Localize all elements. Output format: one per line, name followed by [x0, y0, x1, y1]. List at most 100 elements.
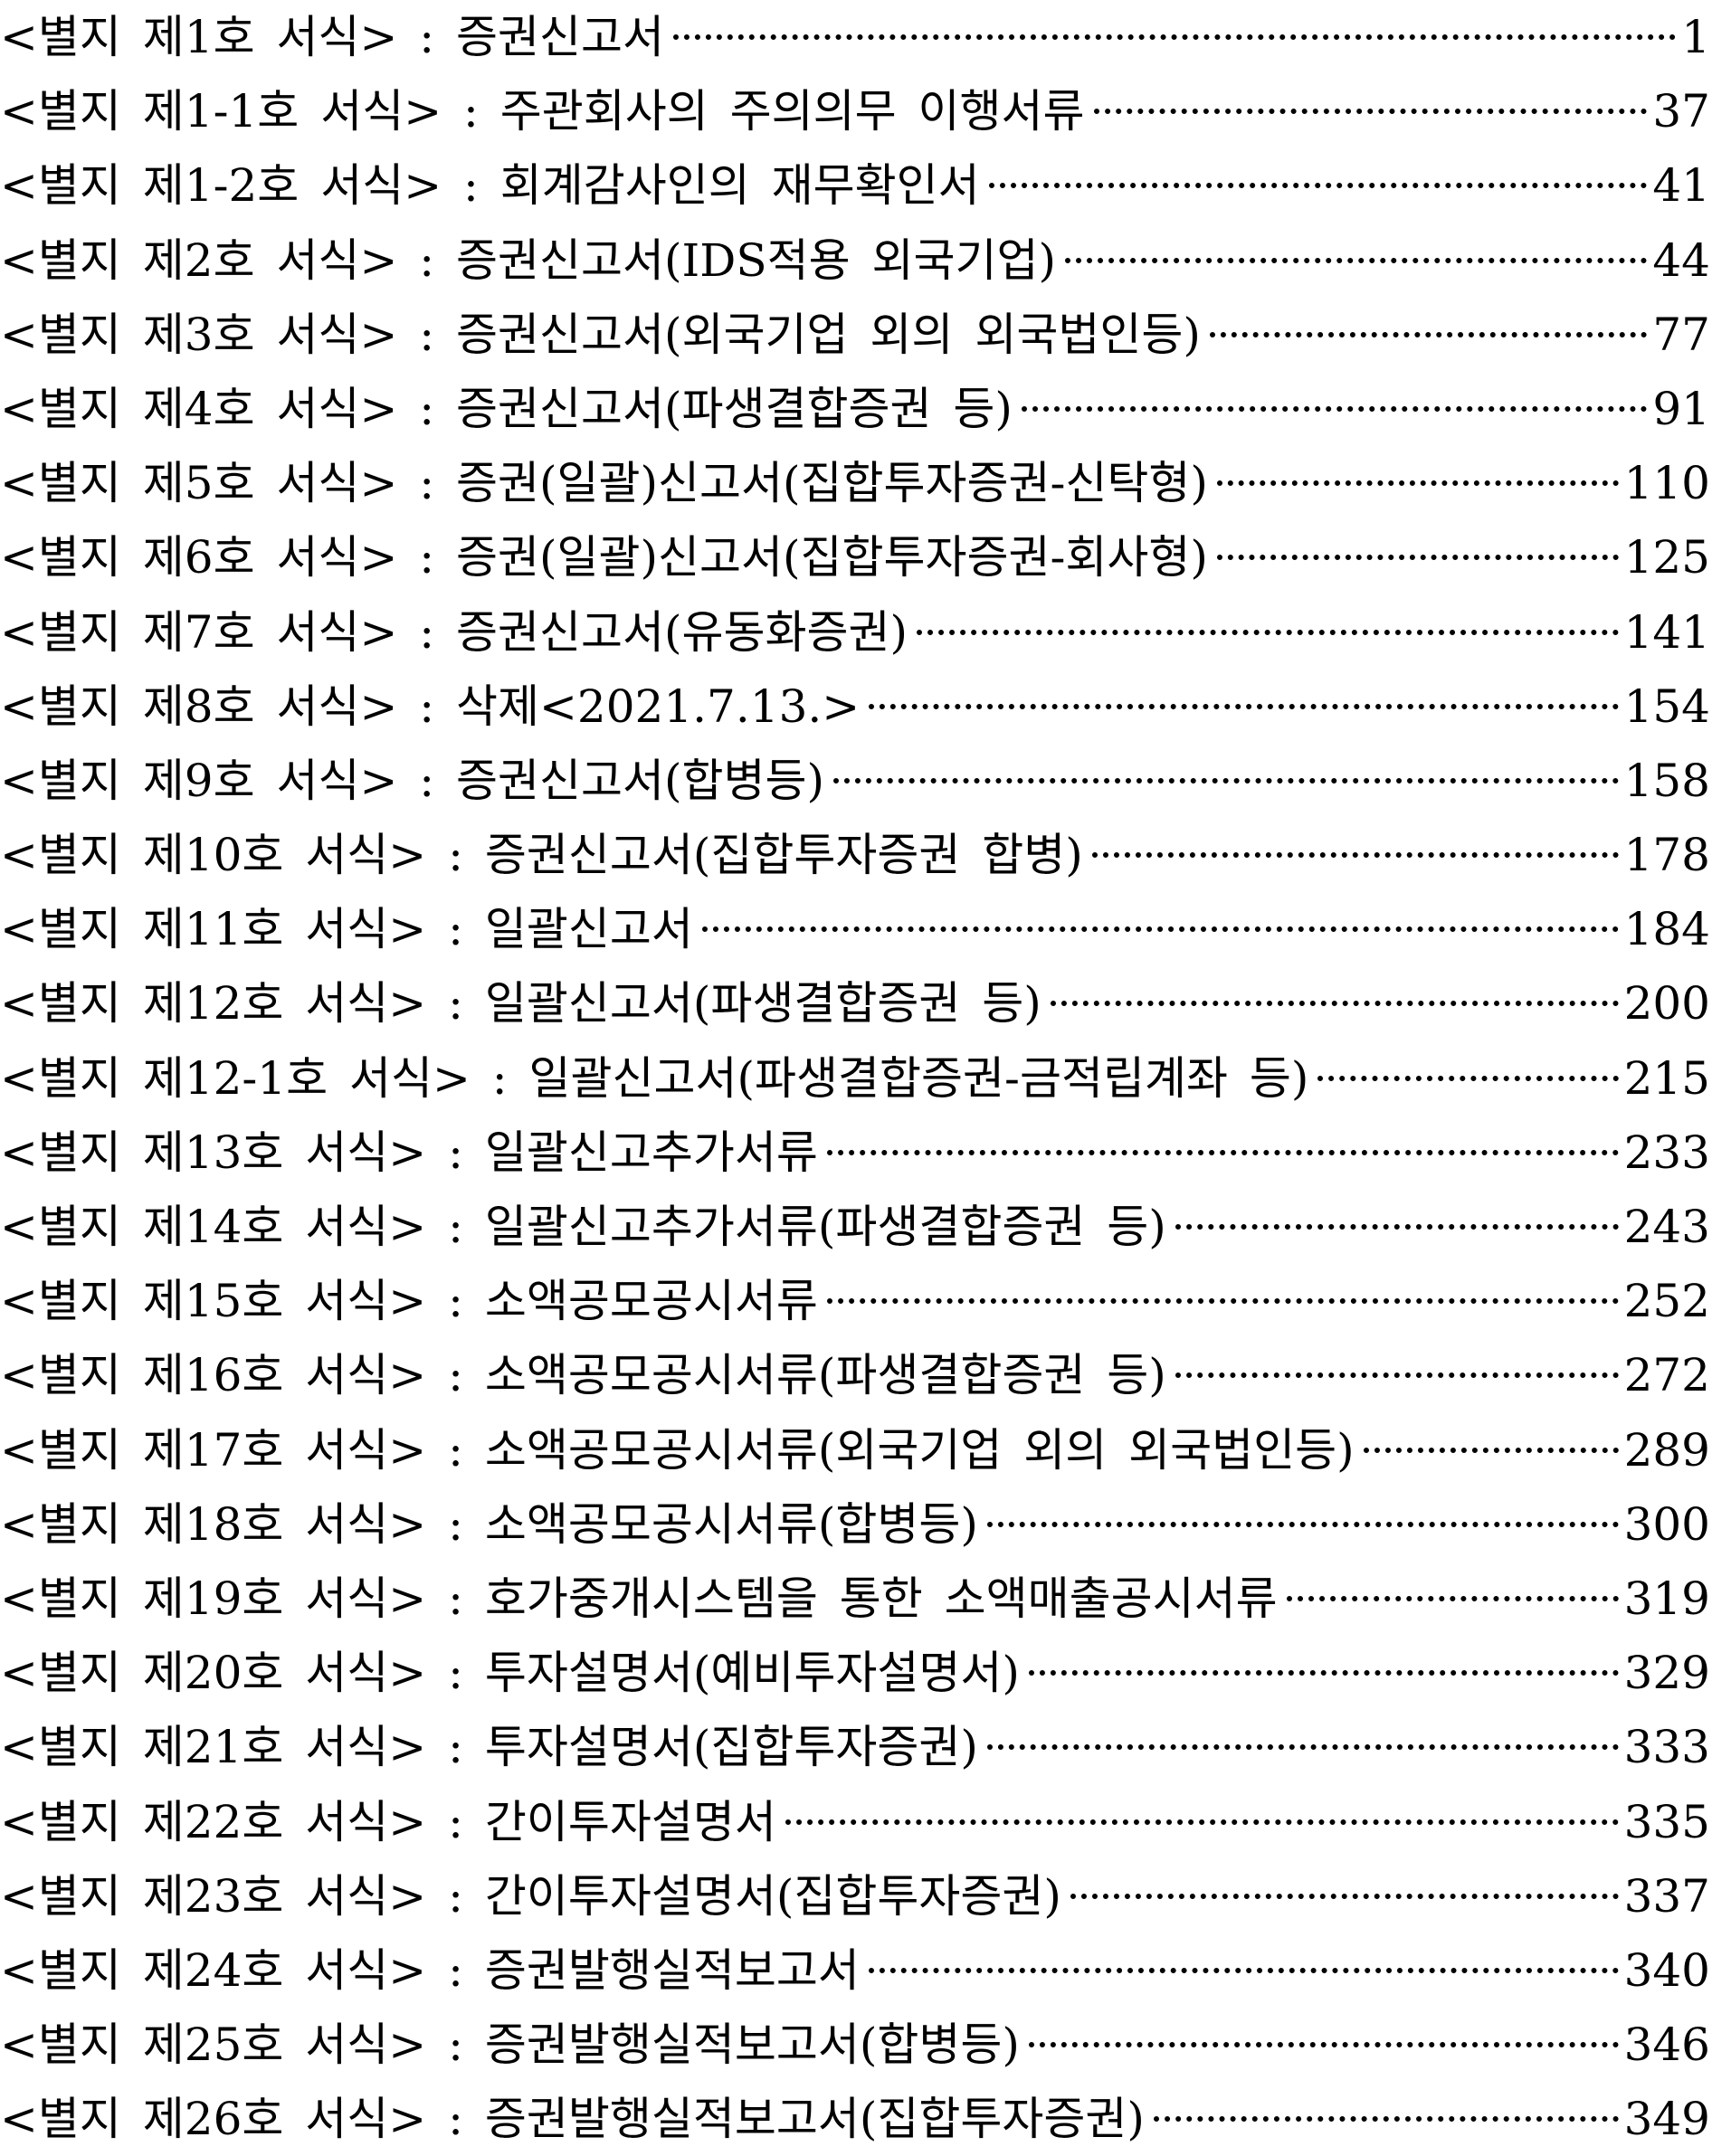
dot-leader — [1028, 1670, 1619, 1676]
toc-entry-26[interactable]: <별지 제26호 서식> : 증권발행실적보고서(집합투자증권) 349 — [0, 2082, 1710, 2156]
toc-entry-24[interactable]: <별지 제24호 서식> : 증권발행실적보고서 340 — [0, 1933, 1710, 2008]
toc-entry-6[interactable]: <별지 제6호 서식> : 증권(일괄)신고서(집합투자증권-회사형) 125 — [0, 520, 1710, 594]
toc-entry-title: <별지 제12-1호 서식> : 일괄신고서(파생결합증권-금적립계좌 등) — [0, 1051, 1309, 1105]
toc-entry-title: <별지 제19호 서식> : 호가중개시스템을 통한 소액매출공시서류 — [0, 1572, 1278, 1625]
dot-leader — [1175, 1372, 1619, 1379]
dot-leader — [1093, 109, 1648, 115]
dot-leader — [1070, 1893, 1619, 1899]
toc-entry-10[interactable]: <별지 제10호 서식> : 증권신고서(집합투자증권 합병) 178 — [0, 818, 1710, 892]
toc-entry-page: 333 — [1623, 1721, 1710, 1774]
dot-leader — [833, 777, 1619, 784]
toc-entry-13[interactable]: <별지 제13호 서식> : 일괄신고추가서류 233 — [0, 1116, 1710, 1190]
toc-entry-page: 125 — [1623, 531, 1710, 584]
toc-entry-page: 1 — [1681, 11, 1710, 63]
dot-leader — [1021, 405, 1648, 412]
toc-entry-25[interactable]: <별지 제25호 서식> : 증권발행실적보고서(합병등) 346 — [0, 2008, 1710, 2082]
toc-entry-page: 44 — [1652, 233, 1710, 287]
toc-entry-page: 184 — [1623, 903, 1710, 956]
toc-entry-title: <별지 제2호 서식> : 증권신고서(IDS적용 외국기업) — [0, 233, 1057, 287]
toc-entry-9[interactable]: <별지 제9호 서식> : 증권신고서(합병등) 158 — [0, 744, 1710, 818]
dot-leader — [1363, 1447, 1619, 1453]
toc-entry-title: <별지 제10호 서식> : 증권신고서(집합투자증권 합병) — [0, 829, 1083, 882]
toc-entry-15[interactable]: <별지 제15호 서식> : 소액공모공시서류 252 — [0, 1264, 1710, 1338]
dot-leader — [1216, 555, 1619, 561]
dot-leader — [1065, 257, 1648, 263]
toc-entry-title: <별지 제11호 서식> : 일괄신고서 — [0, 903, 693, 956]
toc-entry-5[interactable]: <별지 제5호 서식> : 증권(일괄)신고서(집합투자증권-신탁형) 110 — [0, 446, 1710, 520]
toc-entry-1-1[interactable]: <별지 제1-1호 서식> : 주관회사의 주의의무 이행서류 37 — [0, 74, 1710, 148]
toc-entry-title: <별지 제16호 서식> : 소액공모공시서류(파생결합증권 등) — [0, 1349, 1166, 1402]
dot-leader — [701, 926, 1619, 933]
toc-entry-16[interactable]: <별지 제16호 서식> : 소액공모공시서류(파생결합증권 등) 272 — [0, 1338, 1710, 1412]
toc-entry-title: <별지 제13호 서식> : 일괄신고추가서류 — [0, 1125, 818, 1179]
toc-entry-7[interactable]: <별지 제7호 서식> : 증권신고서(유동화증권) 141 — [0, 595, 1710, 670]
toc-entry-17[interactable]: <별지 제17호 서식> : 소액공모공시서류(외국기업 외의 외국법인등) 28… — [0, 1413, 1710, 1487]
toc-entry-12[interactable]: <별지 제12호 서식> : 일괄신고서(파생결합증권 등) 200 — [0, 966, 1710, 1040]
dot-leader — [1153, 2116, 1619, 2123]
dot-leader — [988, 183, 1648, 189]
toc-entry-title: <별지 제18호 서식> : 소액공모공시서류(합병등) — [0, 1497, 978, 1551]
toc-entry-title: <별지 제21호 서식> : 투자설명서(집합투자증권) — [0, 1721, 978, 1774]
toc-entry-title: <별지 제4호 서식> : 증권신고서(파생결합증권 등) — [0, 382, 1013, 435]
toc-entry-page: 200 — [1623, 977, 1710, 1031]
toc-entry-title: <별지 제8호 서식> : 삭제<2021.7.13.> — [0, 679, 861, 733]
toc-entry-page: 243 — [1623, 1201, 1710, 1253]
toc-entry-title: <별지 제20호 서식> : 투자설명서(예비투자설명서) — [0, 1647, 1020, 1700]
toc-entry-12-1[interactable]: <별지 제12-1호 서식> : 일괄신고서(파생결합증권-금적립계좌 등) 21… — [0, 1041, 1710, 1116]
toc-entry-title: <별지 제1-1호 서식> : 주관회사의 주의의무 이행서류 — [0, 85, 1085, 138]
toc-entry-title: <별지 제9호 서식> : 증권신고서(합병등) — [0, 754, 825, 807]
dot-leader — [1028, 2042, 1619, 2048]
toc-entry-4[interactable]: <별지 제4호 서식> : 증권신고서(파생결합증권 등) 91 — [0, 372, 1710, 446]
toc-entry-page: 319 — [1623, 1572, 1710, 1625]
toc-entry-title: <별지 제23호 서식> : 간이투자설명서(집합투자증권) — [0, 1869, 1061, 1923]
dot-leader — [785, 1819, 1619, 1825]
toc-entry-title: <별지 제6호 서식> : 증권(일괄)신고서(집합투자증권-회사형) — [0, 531, 1208, 584]
toc-entry-page: 215 — [1623, 1051, 1710, 1105]
toc-entry-1-2[interactable]: <별지 제1-2호 서식> : 회계감사인의 재무확인서 41 — [0, 148, 1710, 223]
toc-entry-page: 154 — [1623, 679, 1710, 733]
toc-entry-page: 272 — [1623, 1349, 1710, 1402]
toc-entry-page: 158 — [1623, 754, 1710, 807]
dot-leader — [917, 629, 1619, 635]
toc-entry-title: <별지 제25호 서식> : 증권발행실적보고서(합병등) — [0, 2018, 1020, 2072]
toc-entry-8[interactable]: <별지 제8호 서식> : 삭제<2021.7.13.> 154 — [0, 670, 1710, 744]
toc-entry-title: <별지 제22호 서식> : 간이투자설명서 — [0, 1795, 776, 1848]
toc-entry-title: <별지 제26호 서식> : 증권발행실적보고서(집합투자증권) — [0, 2093, 1145, 2146]
toc-entry-title: <별지 제3호 서식> : 증권신고서(외국기업 외의 외국법인등) — [0, 308, 1201, 361]
toc-entry-title: <별지 제15호 서식> : 소액공모공시서류 — [0, 1275, 818, 1328]
toc-entry-title: <별지 제7호 서식> : 증권신고서(유동화증권) — [0, 605, 908, 659]
toc-entry-18[interactable]: <별지 제18호 서식> : 소액공모공시서류(합병등) 300 — [0, 1487, 1710, 1562]
dot-leader — [869, 703, 1619, 709]
toc-entry-page: 233 — [1623, 1125, 1710, 1179]
toc-entry-page: 252 — [1623, 1275, 1710, 1328]
toc-entry-11[interactable]: <별지 제11호 서식> : 일괄신고서 184 — [0, 892, 1710, 966]
dot-leader — [1216, 480, 1619, 487]
toc-entry-2[interactable]: <별지 제2호 서식> : 증권신고서(IDS적용 외국기업) 44 — [0, 223, 1710, 298]
toc-entry-title: <별지 제5호 서식> : 증권(일괄)신고서(집합투자증권-신탁형) — [0, 457, 1208, 510]
dot-leader — [826, 1298, 1619, 1305]
toc-entry-22[interactable]: <별지 제22호 서식> : 간이투자설명서 335 — [0, 1785, 1710, 1859]
toc-entry-title: <별지 제12호 서식> : 일괄신고서(파생결합증권 등) — [0, 977, 1041, 1031]
dot-leader — [1286, 1595, 1619, 1601]
toc-entry-23[interactable]: <별지 제23호 서식> : 간이투자설명서(집합투자증권) 337 — [0, 1859, 1710, 1933]
dot-leader — [1091, 852, 1619, 859]
toc-entry-page: 37 — [1652, 85, 1710, 138]
toc-entry-page: 178 — [1623, 829, 1710, 882]
toc-entry-page: 289 — [1623, 1423, 1710, 1477]
dot-leader — [826, 1149, 1619, 1155]
toc-entry-title: <별지 제1호 서식> : 증권신고서 — [0, 11, 665, 63]
toc-entry-1[interactable]: <별지 제1호 서식> : 증권신고서 1 — [0, 0, 1710, 74]
toc-entry-page: 77 — [1652, 308, 1710, 361]
toc-entry-title: <별지 제1-2호 서식> : 회계감사인의 재무확인서 — [0, 159, 980, 213]
toc-entry-3[interactable]: <별지 제3호 서식> : 증권신고서(외국기업 외의 외국법인등) 77 — [0, 298, 1710, 372]
toc-entry-title: <별지 제14호 서식> : 일괄신고추가서류(파생결합증권 등) — [0, 1201, 1166, 1253]
dot-leader — [986, 1521, 1619, 1527]
toc-entry-21[interactable]: <별지 제21호 서식> : 투자설명서(집합투자증권) 333 — [0, 1710, 1710, 1784]
dot-leader — [673, 34, 1677, 40]
toc-entry-page: 300 — [1623, 1497, 1710, 1551]
toc-entry-14[interactable]: <별지 제14호 서식> : 일괄신고추가서류(파생결합증권 등) 243 — [0, 1190, 1710, 1264]
dot-leader — [1050, 1001, 1619, 1007]
toc-entry-20[interactable]: <별지 제20호 서식> : 투자설명서(예비투자설명서) 329 — [0, 1636, 1710, 1710]
toc-entry-19[interactable]: <별지 제19호 서식> : 호가중개시스템을 통한 소액매출공시서류 319 — [0, 1562, 1710, 1636]
